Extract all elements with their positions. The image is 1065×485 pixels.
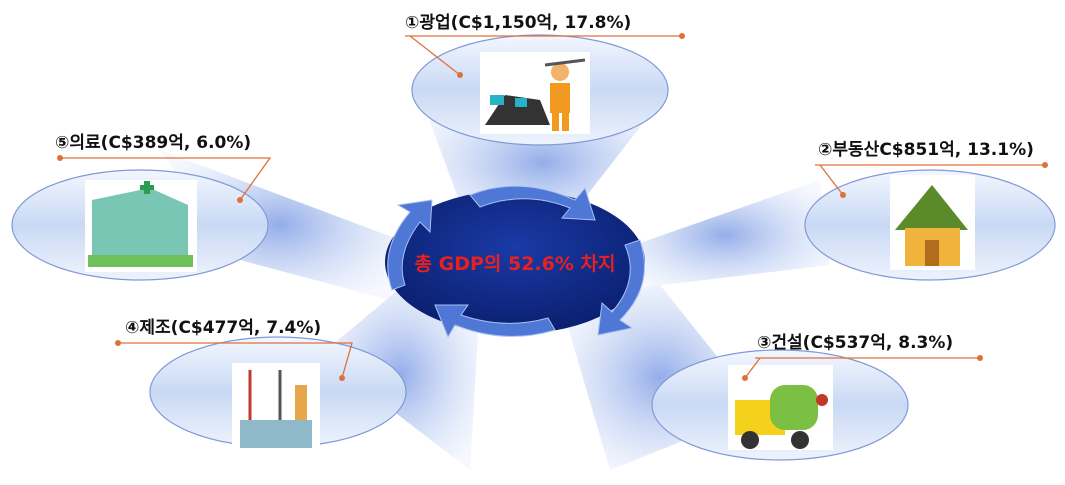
node-label: ⑤의료(C$389억, 6.0%) xyxy=(55,133,251,153)
center-label: 총 GDP의 52.6% 차지 xyxy=(415,253,616,275)
leader-dot xyxy=(679,33,685,39)
leader-dot xyxy=(840,192,846,198)
node-label: ③건설(C$537억, 8.3%) xyxy=(757,333,953,353)
diagram: 총 GDP의 52.6% 차지 ①광업(C$1,150억, 17.8%) ②부동… xyxy=(0,0,1065,485)
beam-realestate xyxy=(620,180,830,290)
leader-dot xyxy=(57,155,63,161)
node-label: ②부동산C$851억, 13.1%) xyxy=(818,140,1034,160)
leader-dot xyxy=(237,197,243,203)
icon-realestate xyxy=(890,175,975,270)
node-label: ①광업(C$1,150억, 17.8%) xyxy=(405,13,631,33)
node-label: ④제조(C$477억, 7.4%) xyxy=(125,318,321,338)
icon-mining xyxy=(480,52,590,134)
leader-dot xyxy=(457,72,463,78)
icon-medical xyxy=(85,180,197,272)
leader-dot xyxy=(742,375,748,381)
leader-dot xyxy=(339,375,345,381)
leader-dot xyxy=(977,355,983,361)
icon-manufacturing xyxy=(232,363,320,453)
leader-dot xyxy=(1042,162,1048,168)
leader-dot xyxy=(115,340,121,346)
